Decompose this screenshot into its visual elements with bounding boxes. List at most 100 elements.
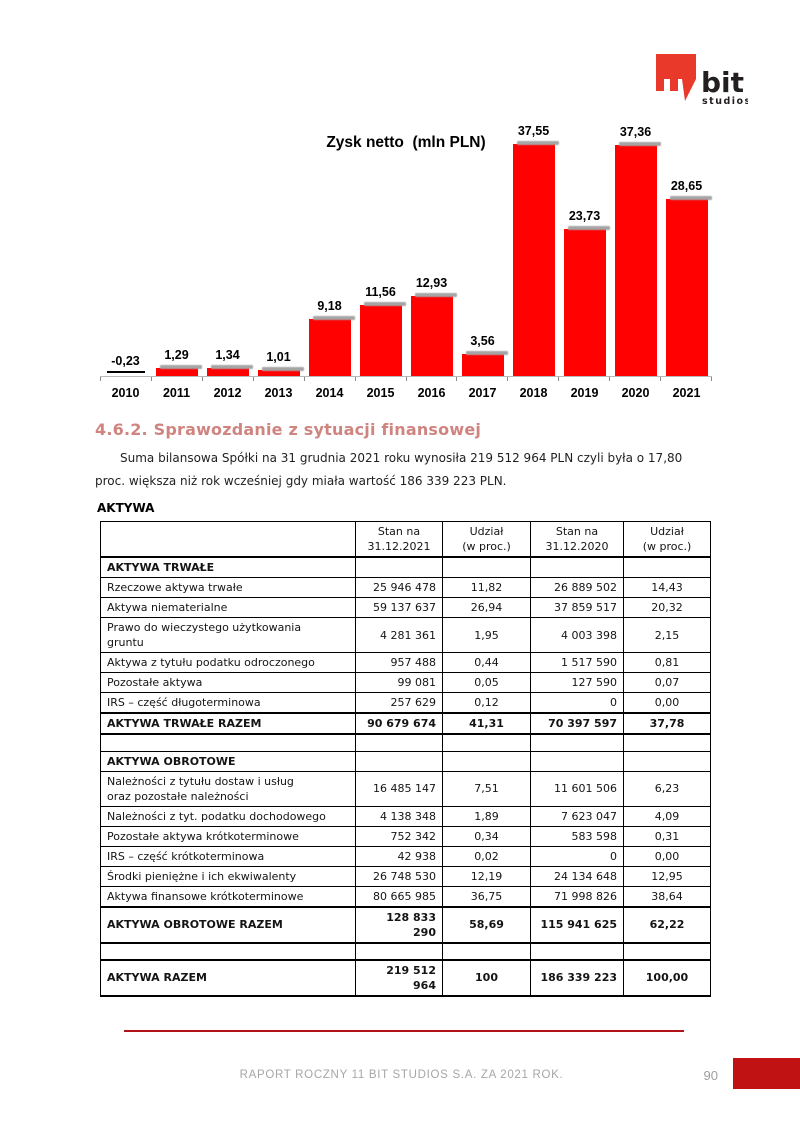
bar-column: 28,65 xyxy=(661,179,712,376)
value-2020-cell xyxy=(530,556,624,578)
net-profit-chart: Zysk netto (mln PLN) -0,23 1,29 1,34 1,01 9,… xyxy=(100,120,712,400)
bar-value-label: 28,65 xyxy=(670,179,703,193)
negative-bar-line xyxy=(106,371,145,373)
table-row: Aktywa niematerialne 59 137 637 26,94 37 85… xyxy=(100,597,711,618)
bar-shadow-cap xyxy=(567,226,610,230)
bar-shadow-cap xyxy=(669,196,712,200)
axis-tick xyxy=(252,377,304,381)
company-logo: bit studios xyxy=(656,54,750,108)
row-label-cell: AKTYWA RAZEM xyxy=(100,958,356,997)
axis-tick xyxy=(150,377,202,381)
bar-shadow-cap xyxy=(618,142,661,146)
share-2020-cell: 4,09 xyxy=(623,805,711,827)
logo-studios-text: studios xyxy=(702,96,748,107)
axis-tick xyxy=(303,377,355,381)
bar-shadow-cap xyxy=(210,365,253,369)
share-2021-cell: 0,12 xyxy=(442,692,531,714)
bar-column: 11,56 xyxy=(355,285,406,376)
value-2020-cell xyxy=(530,942,624,960)
table-row: IRS – część krótkoterminowa 42 938 0,02 0 0,… xyxy=(100,845,711,867)
share-2020-cell xyxy=(623,750,711,772)
value-2021-cell: 16 485 147 xyxy=(355,770,443,807)
bar-value-label: 11,56 xyxy=(365,285,396,299)
bar-value-label: 37,55 xyxy=(517,124,550,138)
value-2021-cell xyxy=(355,733,443,752)
table-row: Prawo do wieczystego użytkowania gruntu 4… xyxy=(100,617,711,653)
share-2020-cell: 0,00 xyxy=(623,692,711,714)
share-2021-cell: 11,82 xyxy=(442,577,531,598)
header-cell-share-2021: Udział (w proc.) xyxy=(442,521,531,558)
bar-value-label: 1,29 xyxy=(164,348,189,362)
bar xyxy=(461,354,504,376)
value-2020-cell: 0 xyxy=(530,692,624,714)
bar-column: 3,56 xyxy=(457,334,508,376)
x-axis-label: 2010 xyxy=(111,386,140,400)
bar-value-label: -0,23 xyxy=(111,354,140,368)
x-axis-label: 2013 xyxy=(264,386,293,400)
value-2021-cell: 80 665 985 xyxy=(355,885,443,907)
row-label-cell: Pozostałe aktywa krótkoterminowe xyxy=(100,825,356,847)
chart-plot-area: -0,23 1,29 1,34 1,01 9,18 11,56 12,93 3,56 37,55… xyxy=(100,120,712,377)
value-2021-cell: 25 946 478 xyxy=(355,577,443,598)
bar xyxy=(308,319,351,376)
table-row: AKTYWA OBROTOWE xyxy=(100,750,711,772)
value-2021-cell: 4 281 361 xyxy=(355,617,443,653)
footer-title: RAPORT ROCZNY 11 BIT STUDIOS S.A. ZA 202… xyxy=(239,1069,564,1081)
axis-tick xyxy=(558,377,609,381)
table-row: Pozostałe aktywa 99 081 0,05 127 590 0,07 xyxy=(100,672,711,693)
bar-value-label: 9,18 xyxy=(317,299,342,313)
value-2020-cell xyxy=(530,750,624,772)
share-2021-cell xyxy=(442,733,531,752)
axis-tick xyxy=(354,377,406,381)
x-axis-label: 2016 xyxy=(417,386,446,400)
value-2021-cell: 957 488 xyxy=(355,652,443,673)
row-label-cell: Prawo do wieczystego użytkowania gruntu xyxy=(100,617,356,653)
value-2021-cell: 257 629 xyxy=(355,692,443,714)
table-row xyxy=(100,733,711,752)
bar xyxy=(257,370,300,376)
share-2021-cell: 1,89 xyxy=(442,805,531,827)
value-2020-cell xyxy=(530,733,624,752)
share-2020-cell: 14,43 xyxy=(623,577,711,598)
value-2020-cell: 4 003 398 xyxy=(530,617,624,653)
share-2021-cell: 26,94 xyxy=(442,597,531,618)
value-2021-cell: 90 679 674 xyxy=(355,712,443,735)
row-label-cell: AKTYWA TRWAŁE RAZEM xyxy=(100,712,356,735)
logo-11bit-icon: bit studios xyxy=(656,54,750,107)
row-label-cell: IRS – część długoterminowa xyxy=(100,692,356,714)
row-label-cell: Rzeczowe aktywa trwałe xyxy=(100,577,356,598)
bar-value-label: 3,56 xyxy=(470,334,495,348)
table-row: AKTYWA OBROTOWE RAZEM 128 833 290 58,69 115… xyxy=(100,905,711,944)
value-2021-cell: 59 137 637 xyxy=(355,597,443,618)
row-label-cell xyxy=(100,733,356,752)
table-row: Należności z tyt. podatku dochodowego 4 1… xyxy=(100,805,711,827)
value-2021-cell: 219 512 964 xyxy=(355,958,443,997)
page-number: 90 xyxy=(703,1068,718,1083)
table-row: AKTYWA TRWAŁE RAZEM 90 679 674 41,31 70 397… xyxy=(100,712,711,735)
bar xyxy=(410,296,453,376)
bar-column: 37,55 xyxy=(508,124,559,376)
value-2020-cell: 186 339 223 xyxy=(530,958,624,997)
bar-column: 37,36 xyxy=(610,125,661,376)
share-2021-cell xyxy=(442,942,531,960)
share-2020-cell: 0,81 xyxy=(623,652,711,673)
value-2021-cell: 26 748 530 xyxy=(355,865,443,887)
x-axis-label: 2018 xyxy=(519,386,548,400)
bar xyxy=(206,368,249,376)
row-label-cell: Pozostałe aktywa xyxy=(100,672,356,693)
value-2021-cell xyxy=(355,556,443,578)
share-2020-cell xyxy=(623,942,711,960)
header-cell-empty xyxy=(100,521,356,558)
value-2021-cell: 42 938 xyxy=(355,845,443,867)
value-2020-cell: 26 889 502 xyxy=(530,577,624,598)
bar-shadow-cap xyxy=(465,351,508,355)
table-header-row: Stan na 31.12.2021 Udział (w proc.) Stan n… xyxy=(100,521,711,558)
bar-column: -0,23 xyxy=(100,354,151,376)
share-2020-cell: 38,64 xyxy=(623,885,711,907)
row-label-cell: Należności z tyt. podatku dochodowego xyxy=(100,805,356,827)
table-row: Należności z tytułu dostaw i usług oraz … xyxy=(100,770,711,807)
bar xyxy=(665,199,708,376)
bar xyxy=(155,368,198,376)
table-row: Rzeczowe aktywa trwałe 25 946 478 11,82 26 … xyxy=(100,577,711,598)
